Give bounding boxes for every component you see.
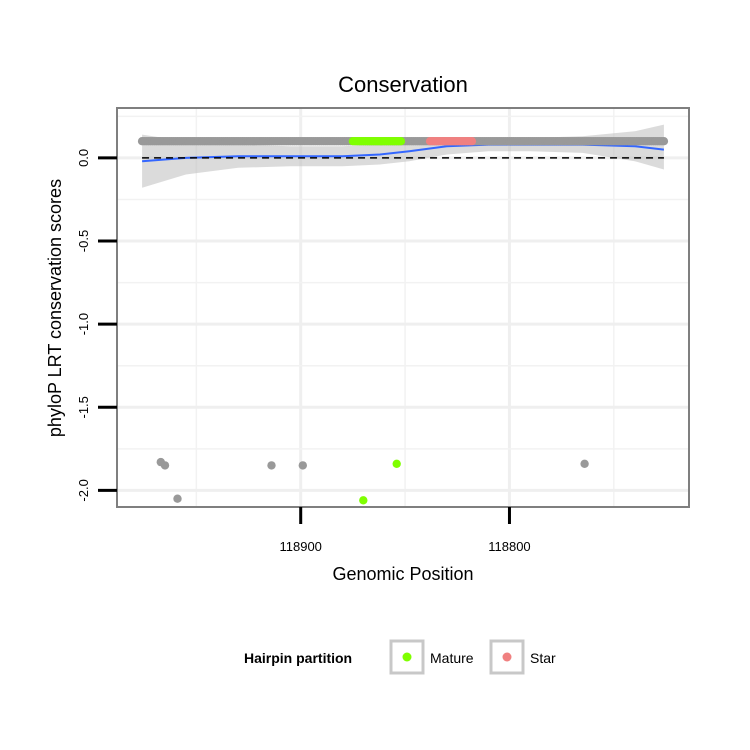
point-other-outlier [298, 461, 307, 470]
point-other-outlier [160, 461, 170, 470]
y-tick-label: 0.0 [76, 149, 91, 167]
x-axis-title: Genomic Position [332, 564, 473, 584]
point-mature [396, 137, 406, 146]
legend-label-mature: Mature [430, 650, 474, 666]
y-tick-label: -1.5 [76, 396, 91, 418]
y-tick-label: -2.0 [76, 479, 91, 501]
x-tick-label: 118900 [279, 539, 321, 554]
y-tick-label: -0.5 [76, 230, 91, 252]
point-other-outlier [580, 459, 589, 468]
point-other-outlier [173, 494, 182, 503]
point-mature-outlier [392, 459, 401, 468]
point-other [659, 137, 669, 146]
point-other-outlier [267, 461, 276, 470]
x-tick-label: 118800 [488, 539, 530, 554]
legend: Hairpin partition Mature Star [244, 639, 556, 675]
legend-title: Hairpin partition [244, 650, 352, 666]
plot-border [116, 107, 690, 508]
chart-title: Conservation [338, 72, 468, 97]
legend-swatch-star [502, 652, 512, 662]
point-mature-outlier [359, 496, 368, 505]
y-axis-title: phyloP LRT conservation scores [45, 179, 65, 437]
legend-swatch-mature [402, 652, 412, 662]
point-star [467, 137, 477, 146]
legend-label-star: Star [530, 650, 556, 666]
y-tick-label: -1.0 [76, 313, 91, 335]
plot-panel [117, 108, 689, 507]
